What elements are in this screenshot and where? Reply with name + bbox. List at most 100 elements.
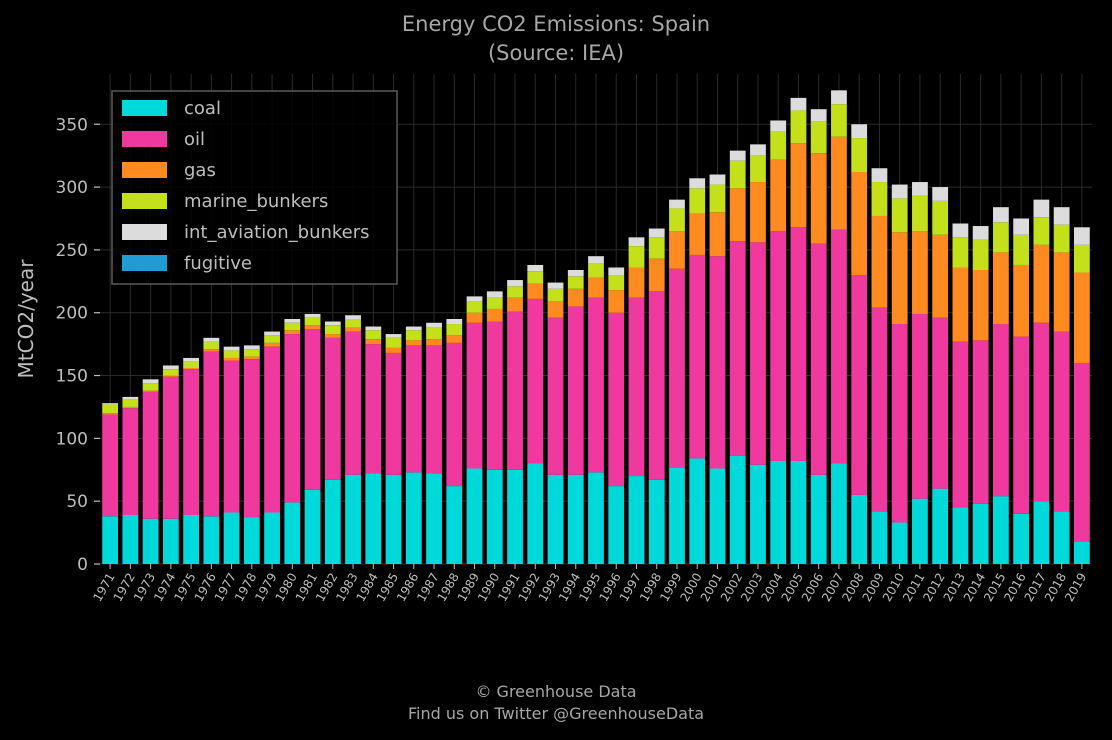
bar-coal-2013 xyxy=(952,507,969,564)
bar-marine_bunkers-2007 xyxy=(831,104,847,137)
bar-oil-2007 xyxy=(831,229,847,464)
bar-oil-2009 xyxy=(871,307,888,512)
bar-int_aviation_bunkers-1988 xyxy=(446,319,463,325)
bar-coal-1972 xyxy=(122,515,139,564)
bar-marine_bunkers-2009 xyxy=(871,182,888,216)
bar-gas-1975 xyxy=(183,368,199,370)
bar-marine_bunkers-1972 xyxy=(122,399,139,407)
bar-gas-2008 xyxy=(851,172,868,276)
bar-oil-1976 xyxy=(203,351,220,517)
bar-coal-1985 xyxy=(385,474,402,564)
bar-int_aviation_bunkers-1982 xyxy=(324,321,341,326)
bar-int_aviation_bunkers-1993 xyxy=(547,282,564,289)
bar-coal-2014 xyxy=(972,503,989,564)
bar-gas-1985 xyxy=(385,347,402,353)
legend-swatch-int_aviation_bunkers xyxy=(122,224,167,240)
bar-marine_bunkers-2001 xyxy=(709,184,726,213)
bar-coal-2000 xyxy=(689,458,706,564)
bar-coal-1975 xyxy=(183,515,199,564)
bar-int_aviation_bunkers-2008 xyxy=(851,124,868,139)
bar-coal-2009 xyxy=(871,511,888,564)
bar-gas-2000 xyxy=(689,213,706,255)
bar-oil-2004 xyxy=(770,231,787,461)
bar-marine_bunkers-1997 xyxy=(628,246,645,268)
bar-oil-2013 xyxy=(952,341,969,508)
bar-gas-2011 xyxy=(912,231,928,314)
bar-marine_bunkers-1973 xyxy=(142,383,159,391)
bar-int_aviation_bunkers-1972 xyxy=(122,396,139,400)
legend-swatch-gas xyxy=(122,162,167,178)
bar-coal-1999 xyxy=(669,467,685,564)
bar-marine_bunkers-1988 xyxy=(446,324,463,336)
legend-label-gas: gas xyxy=(184,160,216,181)
bar-int_aviation_bunkers-1997 xyxy=(628,237,645,247)
bar-gas-2018 xyxy=(1053,252,1070,332)
bar-gas-1996 xyxy=(608,290,625,313)
bar-gas-1978 xyxy=(243,356,260,360)
bar-int_aviation_bunkers-2006 xyxy=(810,109,827,122)
bar-int_aviation_bunkers-2012 xyxy=(932,187,949,201)
bar-oil-1999 xyxy=(669,268,685,468)
bar-int_aviation_bunkers-1990 xyxy=(486,291,503,298)
legend-label-oil: oil xyxy=(184,129,205,150)
bar-gas-1983 xyxy=(345,327,361,332)
bar-oil-2000 xyxy=(689,254,706,459)
bar-marine_bunkers-2002 xyxy=(729,160,746,189)
chart-subtitle: (Source: IEA) xyxy=(487,41,625,65)
bar-marine_bunkers-1981 xyxy=(304,317,321,326)
bar-oil-1979 xyxy=(264,346,280,513)
bar-coal-1995 xyxy=(588,472,604,564)
bar-oil-1998 xyxy=(648,291,665,480)
bar-marine_bunkers-2012 xyxy=(932,200,949,235)
bar-gas-1979 xyxy=(264,342,280,347)
bar-int_aviation_bunkers-1983 xyxy=(345,315,361,319)
bar-coal-2003 xyxy=(750,464,766,564)
bar-int_aviation_bunkers-1979 xyxy=(264,331,280,336)
y-axis-label: MtCO2/year xyxy=(14,259,38,379)
bar-marine_bunkers-2010 xyxy=(891,198,908,233)
bar-int_aviation_bunkers-1976 xyxy=(203,337,220,342)
bar-oil-1981 xyxy=(304,329,321,490)
bar-marine_bunkers-1994 xyxy=(567,276,584,289)
bar-coal-1971 xyxy=(102,516,119,564)
bar-marine_bunkers-1971 xyxy=(102,404,119,414)
bar-oil-2010 xyxy=(891,324,908,523)
bar-marine_bunkers-2018 xyxy=(1053,224,1070,253)
bar-marine_bunkers-1995 xyxy=(588,263,604,278)
y-tick-label: 350 xyxy=(56,115,88,135)
bar-marine_bunkers-1978 xyxy=(243,349,260,357)
bar-oil-2015 xyxy=(993,324,1009,497)
bar-int_aviation_bunkers-2019 xyxy=(1073,227,1090,245)
bar-int_aviation_bunkers-2000 xyxy=(689,178,706,189)
bar-int_aviation_bunkers-2018 xyxy=(1053,207,1070,225)
bar-gas-2002 xyxy=(729,188,746,242)
x-tick-label: 2019 xyxy=(1062,571,1089,604)
bar-coal-2019 xyxy=(1073,541,1090,564)
bar-coal-1981 xyxy=(304,489,321,564)
bar-gas-1987 xyxy=(426,339,442,346)
bar-gas-1972 xyxy=(122,406,139,409)
bar-coal-1983 xyxy=(345,474,361,564)
bar-int_aviation_bunkers-1987 xyxy=(426,322,442,328)
bar-gas-1973 xyxy=(142,390,159,392)
bar-int_aviation_bunkers-1986 xyxy=(405,326,422,331)
bar-oil-2019 xyxy=(1073,362,1090,542)
bar-coal-1982 xyxy=(324,479,341,564)
bar-coal-1996 xyxy=(608,486,625,564)
bar-int_aviation_bunkers-1981 xyxy=(304,313,321,318)
footer-copyright: © Greenhouse Data xyxy=(475,682,637,701)
bar-int_aviation_bunkers-1978 xyxy=(243,345,260,350)
bar-int_aviation_bunkers-2009 xyxy=(871,168,888,183)
bar-coal-1991 xyxy=(507,469,523,564)
bar-oil-1990 xyxy=(486,321,503,470)
bar-int_aviation_bunkers-1973 xyxy=(142,379,159,384)
bar-int_aviation_bunkers-2001 xyxy=(709,174,726,185)
bar-oil-2011 xyxy=(912,313,928,499)
bar-oil-2012 xyxy=(932,317,949,489)
bar-gas-2013 xyxy=(952,267,969,342)
bar-gas-2005 xyxy=(790,143,807,228)
bar-int_aviation_bunkers-1974 xyxy=(162,365,179,370)
bar-oil-1991 xyxy=(507,311,523,470)
bar-coal-1973 xyxy=(142,518,159,564)
bar-gas-2015 xyxy=(993,252,1009,325)
